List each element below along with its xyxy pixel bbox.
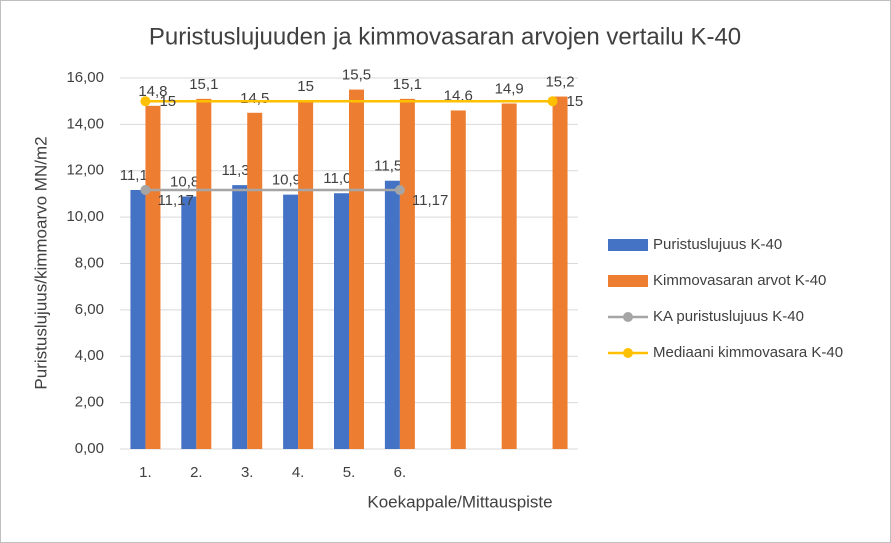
x-tick-label: 1. [139,464,152,481]
data-label: 15 [159,93,176,110]
legend-label: Kimmovasaran arvot K-40 [653,272,826,289]
bar [232,185,248,449]
legend-label: Puristuslujuus K-40 [653,236,782,253]
y-tick-label: 14,00 [66,115,104,132]
y-tick-label: 10,00 [66,208,104,225]
bar [145,105,161,449]
bar [399,98,415,450]
y-tick-label: 2,00 [75,394,104,411]
data-label: 11,17 [157,192,193,209]
legend-label: Mediaani kimmovasara K-40 [653,344,843,361]
data-label: 15 [567,93,584,110]
y-tick-label: 4,00 [75,347,104,364]
data-label: 11,17 [412,192,448,209]
x-tick-label: 2. [190,464,203,481]
bar [349,89,364,449]
marker [140,96,151,107]
bar [552,96,568,450]
y-tick-label: 16,00 [66,69,104,86]
data-label: 15,2 [545,74,574,91]
bar [196,98,212,450]
bar [283,194,299,449]
bar [130,189,146,450]
legend-swatch [623,312,633,322]
x-tick-label: 6. [394,464,407,481]
bar [334,193,349,449]
marker [140,184,151,195]
data-label: 15,1 [393,76,422,93]
legend-label: KA puristuslujuus K-40 [653,308,804,325]
data-label: 14,8 [138,83,167,100]
y-tick-label: 8,00 [75,254,104,271]
bar [501,103,517,449]
bar [247,112,263,449]
x-tick-label: 4. [292,464,305,481]
bar [298,101,314,449]
legend-swatch [623,348,633,358]
marker [394,184,405,195]
bar [450,110,466,450]
bar [384,180,400,449]
x-tick-label: 5. [343,464,356,481]
y-tick-label: 12,00 [66,162,104,179]
bar [181,196,197,449]
y-tick-label: 0,00 [75,440,104,457]
data-label: 14,5 [240,90,269,107]
data-label: 15,1 [189,76,218,93]
data-label: 14,9 [495,80,524,97]
data-label: 15 [297,78,314,95]
x-axis-title: Koekappale/Mittauspiste [367,492,552,511]
y-axis-title: Puristuslujuus/kimmoarvo MN/m2 [31,136,50,389]
chart-title: Puristuslujuuden ja kimmovasaran arvojen… [149,23,741,50]
marker [547,96,558,107]
x-tick-label: 3. [241,464,254,481]
legend-swatch [608,275,648,287]
legend-swatch [608,239,648,251]
y-tick-label: 6,00 [75,301,104,318]
data-label: 15,5 [342,67,371,84]
